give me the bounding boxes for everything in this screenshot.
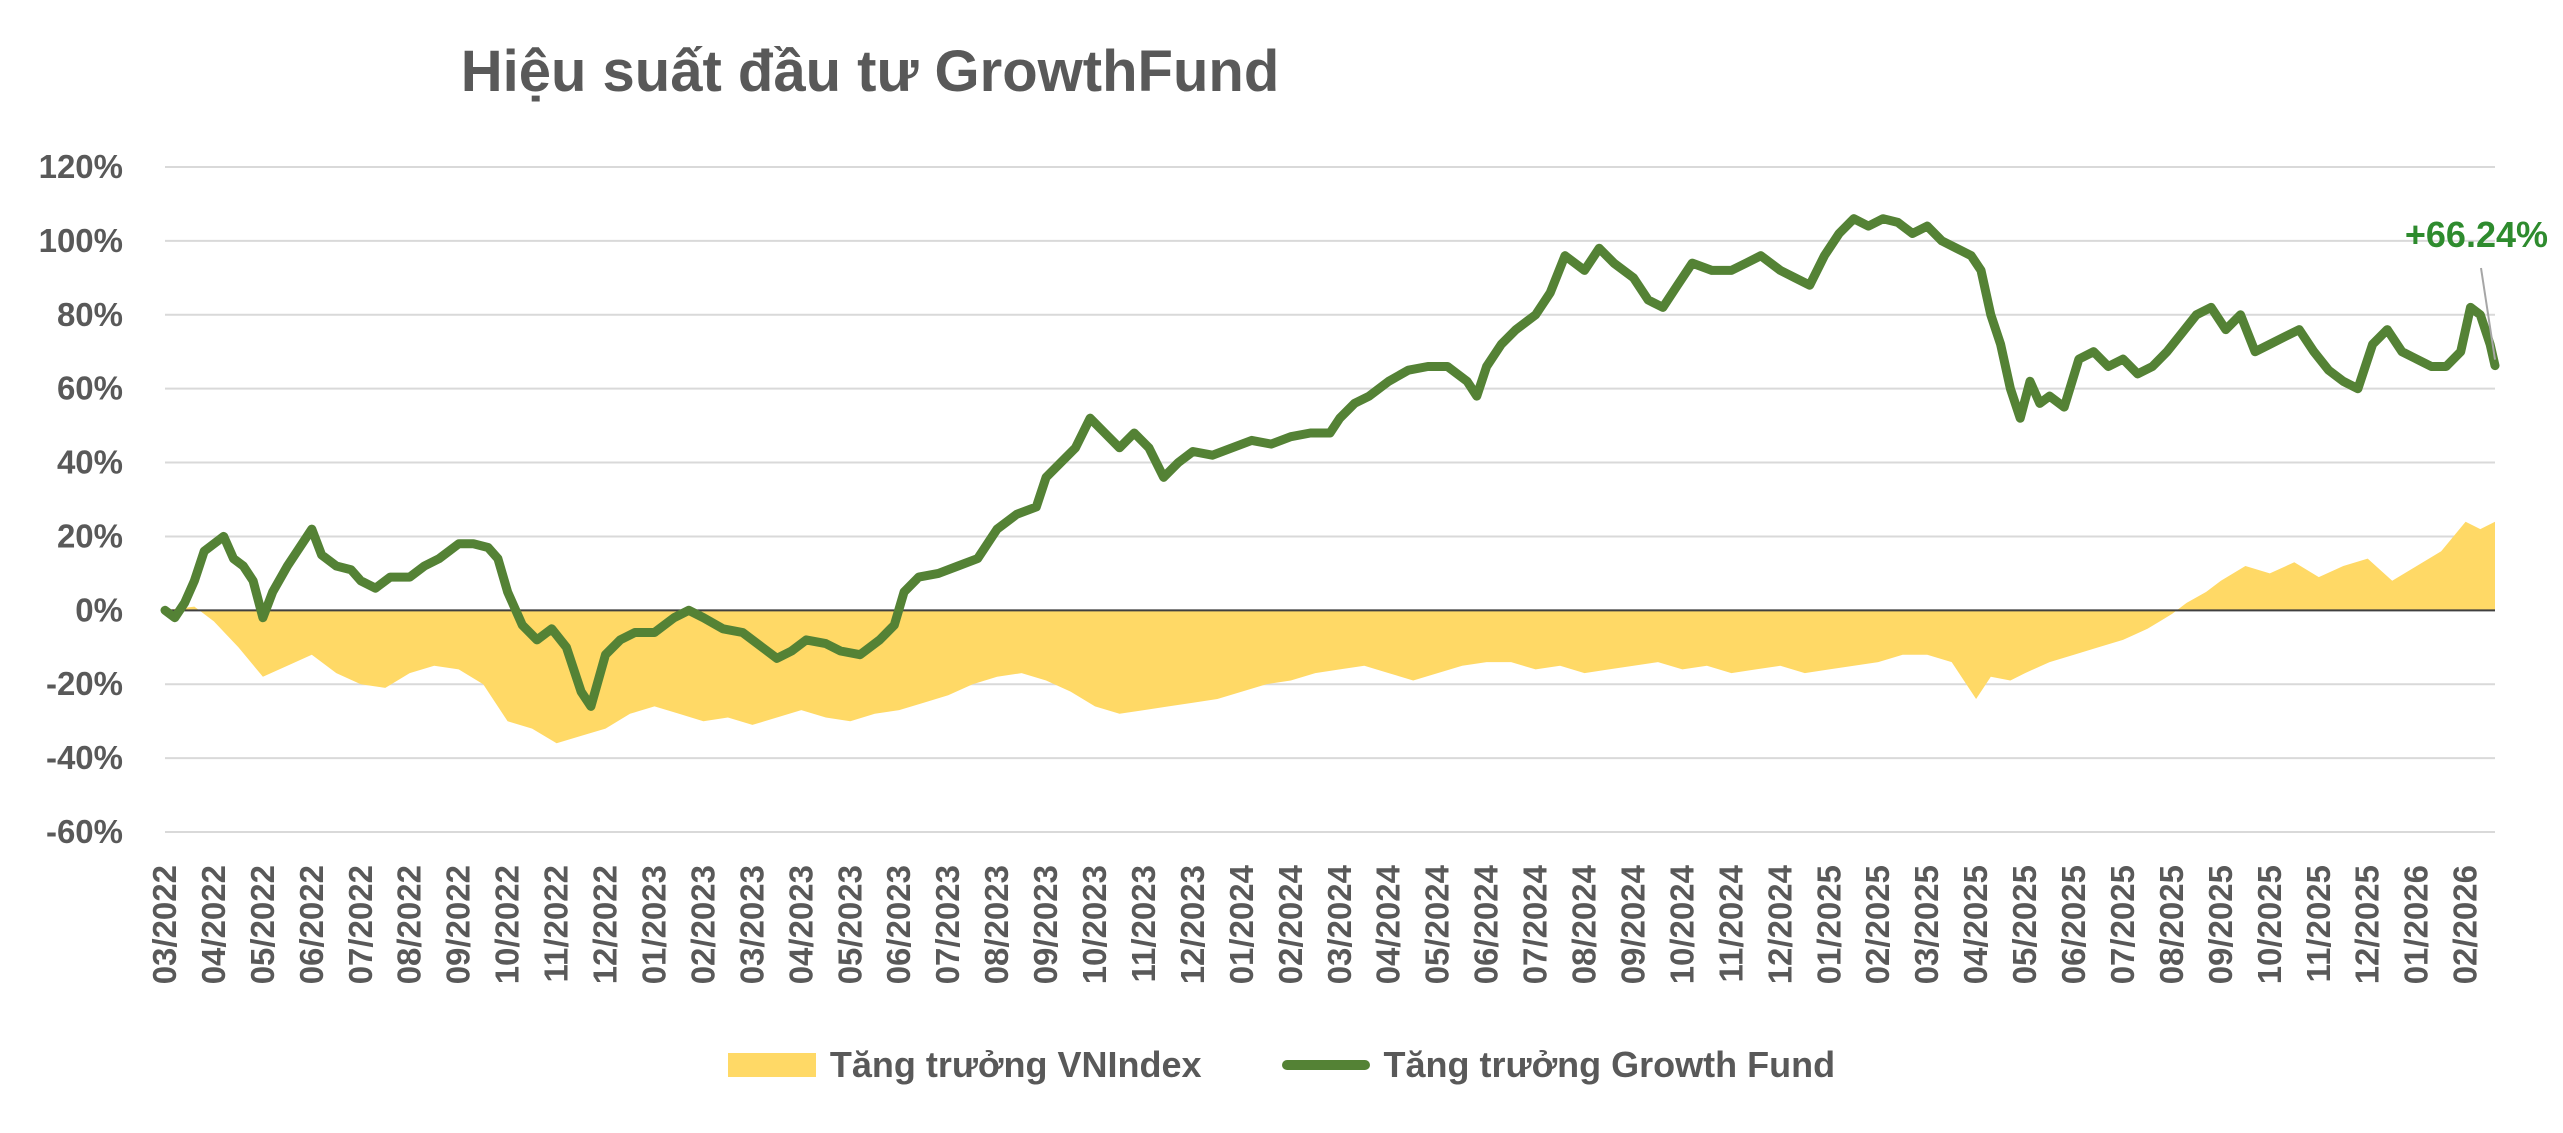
x-tick-label: 01/2025 bbox=[1810, 865, 1847, 984]
x-tick-label: 08/2025 bbox=[2153, 865, 2190, 984]
x-tick-label: 11/2024 bbox=[1712, 864, 1749, 982]
series-area-vnindex bbox=[165, 521, 2495, 744]
x-tick-label: 05/2022 bbox=[244, 865, 281, 984]
y-tick-label: 60% bbox=[57, 370, 123, 407]
legend-label-growth-fund: Tăng trưởng Growth Fund bbox=[1383, 1044, 1836, 1085]
x-tick-label: 01/2026 bbox=[2398, 865, 2435, 984]
x-tick-label: 02/2024 bbox=[1272, 864, 1309, 984]
x-tick-label: 05/2024 bbox=[1419, 864, 1456, 984]
x-tick-label: 07/2024 bbox=[1517, 864, 1554, 984]
x-tick-label: 11/2023 bbox=[1125, 865, 1162, 982]
y-tick-label: -40% bbox=[46, 739, 123, 776]
x-tick-label: 01/2024 bbox=[1223, 864, 1260, 984]
x-tick-label: 02/2026 bbox=[2447, 865, 2484, 984]
x-tick-label: 03/2024 bbox=[1321, 864, 1358, 984]
x-tick-label: 04/2024 bbox=[1370, 864, 1407, 984]
x-tick-label: 10/2022 bbox=[489, 865, 526, 984]
x-tick-label: 07/2023 bbox=[929, 865, 966, 984]
x-tick-label: 06/2025 bbox=[2055, 865, 2092, 984]
x-tick-label: 10/2023 bbox=[1076, 865, 1113, 984]
y-tick-label: 120% bbox=[39, 148, 123, 185]
y-tick-label: 100% bbox=[39, 222, 123, 259]
x-tick-label: 08/2024 bbox=[1566, 864, 1603, 984]
legend-label-vnindex: Tăng trưởng VNIndex bbox=[829, 1044, 1202, 1085]
x-tick-label: 09/2022 bbox=[440, 865, 477, 984]
x-tick-label: 09/2023 bbox=[1027, 865, 1064, 984]
x-tick-label: 06/2022 bbox=[293, 865, 330, 984]
y-tick-label: 0% bbox=[75, 591, 123, 628]
x-tick-label: 10/2024 bbox=[1663, 864, 1700, 984]
x-tick-label: 03/2025 bbox=[1908, 865, 1945, 984]
x-tick-label: 08/2023 bbox=[978, 865, 1015, 984]
x-tick-label: 07/2025 bbox=[2104, 865, 2141, 984]
x-tick-label: 12/2025 bbox=[2349, 865, 2386, 984]
annotation-leader-line bbox=[2480, 267, 2496, 360]
y-tick-label: 20% bbox=[57, 517, 123, 554]
x-tick-label: 12/2022 bbox=[587, 865, 624, 984]
x-tick-label: 06/2024 bbox=[1468, 864, 1505, 984]
x-tick-label: 08/2022 bbox=[391, 865, 428, 984]
x-tick-label: 11/2022 bbox=[538, 865, 575, 982]
legend: Tăng trưởng VNIndex Tăng trưởng Growth F… bbox=[0, 1040, 2563, 1090]
x-tick-label: 01/2023 bbox=[635, 865, 672, 984]
legend-swatch-growth-fund bbox=[1281, 1060, 1370, 1070]
y-tick-label: -20% bbox=[46, 665, 123, 702]
x-tick-label: 09/2024 bbox=[1614, 864, 1651, 984]
x-tick-label: 03/2023 bbox=[733, 865, 770, 984]
y-tick-label: -60% bbox=[46, 813, 123, 850]
x-tick-label: 04/2023 bbox=[782, 865, 819, 984]
x-tick-label: 09/2025 bbox=[2202, 865, 2239, 984]
x-tick-label: 03/2022 bbox=[146, 865, 183, 984]
x-tick-label: 04/2025 bbox=[1957, 865, 1994, 984]
legend-item-vnindex[interactable]: Tăng trưởng VNIndex bbox=[727, 1044, 1202, 1086]
x-tick-label: 04/2022 bbox=[195, 865, 232, 984]
x-tick-label: 12/2024 bbox=[1761, 864, 1798, 984]
x-tick-label: 02/2025 bbox=[1859, 865, 1896, 984]
legend-item-growth-fund[interactable]: Tăng trưởng Growth Fund bbox=[1281, 1044, 1836, 1086]
x-tick-label: 02/2023 bbox=[684, 865, 721, 984]
y-tick-label: 40% bbox=[57, 444, 123, 481]
x-tick-label: 12/2023 bbox=[1174, 865, 1211, 984]
x-tick-label: 07/2022 bbox=[342, 865, 379, 984]
chart-title: Hiệu suất đầu tư GrowthFund bbox=[460, 39, 1280, 104]
x-tick-label: 05/2023 bbox=[831, 865, 868, 984]
annotation-end-value: +66.24% bbox=[2405, 214, 2548, 255]
series-line-growth-fund bbox=[160, 214, 2500, 711]
y-tick-label: 80% bbox=[57, 296, 123, 333]
x-tick-label: 05/2025 bbox=[2006, 865, 2043, 984]
x-tick-label: 11/2025 bbox=[2300, 865, 2337, 982]
x-tick-label: 06/2023 bbox=[880, 865, 917, 984]
legend-swatch-vnindex bbox=[727, 1053, 816, 1077]
x-tick-label: 10/2025 bbox=[2251, 865, 2288, 984]
